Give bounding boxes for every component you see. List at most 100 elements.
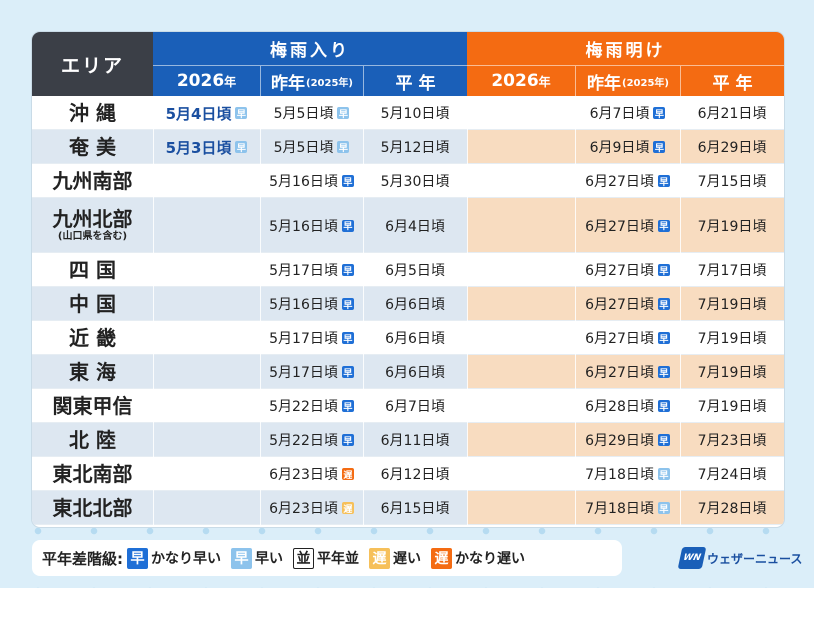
onset-2026-cell: [153, 457, 260, 491]
date-value: 6月7日頃: [589, 106, 650, 122]
level-badge-icon: 早: [653, 107, 666, 120]
onset-last-cell: 5月5日頃早: [260, 96, 363, 130]
date-value: 6月9日頃: [589, 140, 650, 156]
onset-normal-cell: 6月4日頃: [363, 198, 467, 253]
date-value: 6月6日頃: [385, 331, 445, 347]
column-divider: [575, 96, 576, 527]
date-value: 6月23日頃: [269, 501, 338, 517]
date-value: 6月6日頃: [385, 297, 445, 313]
row-divider: [32, 524, 784, 525]
row-divider: [32, 422, 784, 423]
area-name: 沖 縄: [69, 100, 116, 125]
date-value: 5月5日頃: [273, 140, 334, 156]
row-divider: [32, 286, 784, 287]
onset-2026-cell: [153, 389, 260, 423]
onset-last-cell: 5月17日頃早: [260, 321, 363, 355]
date-value: 6月28日頃: [585, 399, 654, 415]
end-2026-cell: [467, 423, 575, 457]
date-value: 5月17日頃: [269, 331, 338, 347]
onset-2026-cell: 5月3日頃早: [153, 130, 260, 164]
level-badge-icon: 早: [657, 434, 670, 447]
end-normal-cell: 7月19日頃: [680, 321, 784, 355]
header-onset-group: 梅雨入り: [153, 32, 467, 65]
badge-normal-icon: 並: [293, 547, 314, 569]
date-value: 7月24日頃: [697, 467, 767, 483]
column-divider: [363, 96, 364, 527]
row-divider: [32, 388, 784, 389]
area-name: 奄 美: [69, 134, 116, 159]
date-value: 5月16日頃: [269, 218, 338, 235]
onset-last-cell: 5月16日頃早: [260, 198, 363, 253]
area-cell: 近 畿: [32, 321, 153, 355]
row-divider: [32, 163, 784, 164]
column-divider: [467, 96, 468, 527]
date-value: 6月5日頃: [385, 263, 445, 279]
onset-2026-cell: [153, 321, 260, 355]
onset-last-cell: 5月17日頃早: [260, 355, 363, 389]
badge-much-earlier-icon: 早: [127, 547, 148, 569]
row-divider: [32, 129, 784, 130]
header-area: エリア: [32, 32, 153, 96]
level-badge-icon: 早: [657, 298, 670, 311]
end-last-cell: 6月27日頃早: [575, 355, 680, 389]
end-normal-cell: 7月19日頃: [680, 355, 784, 389]
end-normal-cell: 7月19日頃: [680, 389, 784, 423]
end-2026-cell: [467, 491, 575, 525]
wn-logo-icon: WN: [677, 547, 707, 569]
date-value: 7月17日頃: [697, 263, 767, 279]
onset-last-cell: 5月5日頃早: [260, 130, 363, 164]
badge-much-later-icon: 遅: [431, 547, 452, 569]
onset-last-cell: 6月23日頃遅: [260, 491, 363, 525]
row-divider: [32, 252, 784, 253]
end-normal-cell: 7月19日頃: [680, 287, 784, 321]
end-last-cell: 6月28日頃早: [575, 389, 680, 423]
area-cell: 九州北部 (山口県を含む): [32, 198, 153, 253]
legend-item-later: 遅 遅い: [369, 547, 421, 569]
level-badge-icon: 早: [341, 332, 354, 345]
level-badge-icon: 早: [337, 107, 350, 120]
level-badge-icon: 早: [657, 264, 670, 277]
date-value: 7月15日頃: [697, 174, 767, 190]
date-value: 6月27日頃: [585, 218, 654, 235]
end-2026-cell: [467, 198, 575, 253]
column-divider: [260, 96, 261, 527]
area-cell: 奄 美: [32, 130, 153, 164]
onset-last-cell: 5月17日頃早: [260, 253, 363, 287]
onset-normal-cell: 6月12日頃: [363, 457, 467, 491]
level-badge-icon: 早: [657, 468, 670, 481]
onset-normal-cell: 6月7日頃: [363, 389, 467, 423]
end-normal-cell: 7月28日頃: [680, 491, 784, 525]
legend-item-normal: 並 平年並: [293, 547, 359, 569]
date-value: 6月27日頃: [585, 365, 654, 381]
onset-2026-cell: [153, 491, 260, 525]
onset-normal-cell: 5月30日頃: [363, 164, 467, 198]
date-value: 5月22日頃: [269, 399, 338, 415]
onset-2026-cell: [153, 423, 260, 457]
end-last-cell: 6月27日頃早: [575, 253, 680, 287]
level-badge-icon: 早: [341, 264, 354, 277]
level-badge-icon: 早: [341, 175, 354, 188]
date-value: 5月10日頃: [380, 106, 450, 122]
date-value: 5月16日頃: [269, 297, 338, 313]
date-value: 7月19日頃: [697, 297, 767, 313]
area-cell: 関東甲信: [32, 389, 153, 423]
end-normal-cell: 7月17日頃: [680, 253, 784, 287]
level-badge-icon: 早: [341, 434, 354, 447]
onset-normal-cell: 6月6日頃: [363, 321, 467, 355]
onset-2026-cell: [153, 287, 260, 321]
legend-item-much-later: 遅 かなり遅い: [431, 547, 525, 569]
onset-normal-cell: 6月6日頃: [363, 355, 467, 389]
date-value: 6月23日頃: [269, 467, 338, 483]
date-value: 5月5日頃: [273, 106, 334, 122]
onset-2026-cell: [153, 198, 260, 253]
area-name: 中 国: [69, 291, 116, 316]
onset-normal-cell: 5月10日頃: [363, 96, 467, 130]
date-value: 6月29日頃: [697, 140, 767, 156]
area-cell: 九州南部: [32, 164, 153, 198]
date-value: 7月19日頃: [697, 331, 767, 347]
level-badge-icon: 早: [653, 141, 666, 154]
level-badge-icon: 早: [341, 219, 354, 232]
end-last-cell: 7月18日頃早: [575, 491, 680, 525]
area-name: 九州南部: [52, 168, 133, 193]
weathernews-logo: WN ウェザーニュース: [677, 540, 814, 576]
